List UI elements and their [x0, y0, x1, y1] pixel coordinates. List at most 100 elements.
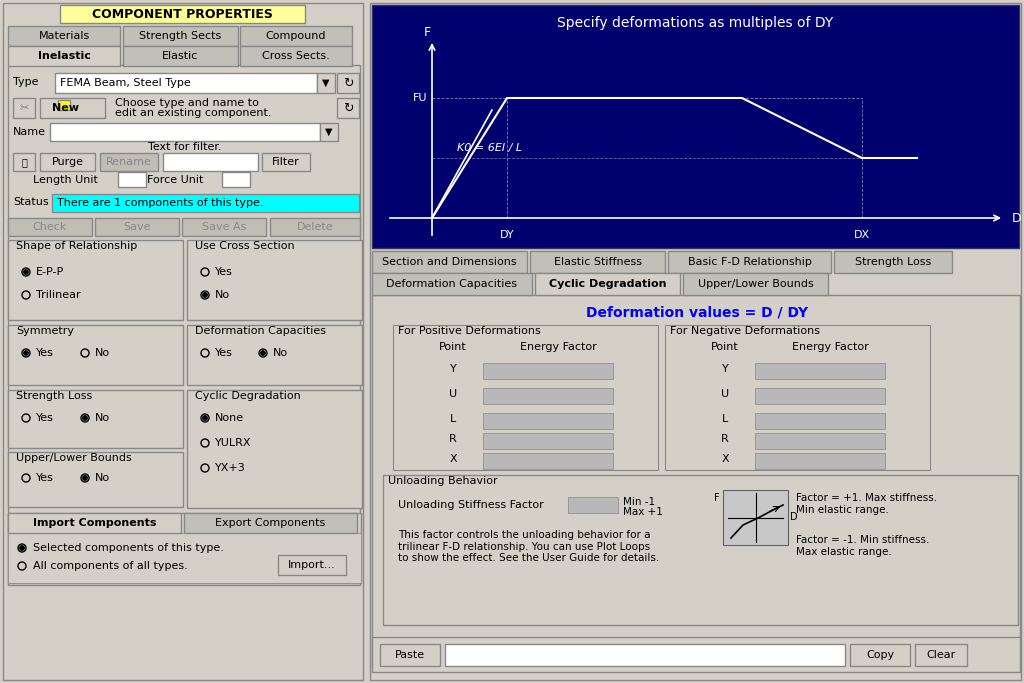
Bar: [278, 555, 346, 575]
Text: edit an existing component.: edit an existing component.: [115, 108, 271, 118]
Text: Length Unit: Length Unit: [33, 175, 97, 185]
Text: Y: Y: [722, 364, 728, 374]
Bar: [483, 433, 613, 449]
Text: DX: DX: [854, 230, 870, 240]
Text: Cross Sects.: Cross Sects.: [262, 51, 330, 61]
Text: Rename: Rename: [106, 157, 152, 167]
Text: Clear: Clear: [927, 650, 955, 660]
Text: Materials: Materials: [38, 31, 90, 41]
Bar: [535, 273, 680, 295]
Bar: [118, 172, 146, 187]
Text: Name: Name: [13, 127, 46, 137]
Bar: [445, 644, 845, 666]
Text: Check: Check: [33, 222, 68, 232]
Bar: [123, 46, 238, 66]
Bar: [483, 413, 613, 429]
Text: ⎙: ⎙: [22, 157, 27, 167]
Text: YULRX: YULRX: [215, 438, 252, 448]
Bar: [317, 73, 335, 93]
Circle shape: [203, 293, 207, 297]
Text: YX+3: YX+3: [215, 463, 246, 473]
Text: New: New: [52, 103, 79, 113]
Bar: [668, 251, 831, 273]
Text: Export Components: Export Components: [215, 518, 326, 528]
Text: Factor = -1. Min stiffness.
Max elastic range.: Factor = -1. Min stiffness. Max elastic …: [796, 535, 930, 557]
Bar: [163, 153, 258, 171]
Text: Yes: Yes: [36, 413, 54, 423]
Circle shape: [83, 476, 87, 480]
Bar: [240, 46, 352, 66]
Text: K0 = 6EI / L: K0 = 6EI / L: [457, 143, 522, 153]
Bar: [8, 452, 183, 507]
Text: Elastic Stiffness: Elastic Stiffness: [554, 257, 641, 267]
Text: Inelastic: Inelastic: [38, 51, 90, 61]
Text: R: R: [450, 434, 457, 444]
Bar: [13, 153, 35, 171]
Bar: [8, 390, 183, 448]
Bar: [530, 251, 665, 273]
Text: Trilinear: Trilinear: [36, 290, 81, 300]
Text: Paste: Paste: [395, 650, 425, 660]
Bar: [380, 644, 440, 666]
Circle shape: [24, 270, 29, 274]
Bar: [123, 26, 238, 46]
Bar: [60, 5, 305, 23]
Bar: [723, 490, 788, 545]
Text: Deformation Capacities: Deformation Capacities: [386, 279, 517, 289]
Text: Deformation values = D / DY: Deformation values = D / DY: [586, 306, 808, 320]
Text: Y: Y: [450, 364, 457, 374]
Bar: [184, 513, 357, 533]
Text: Force Unit: Force Unit: [146, 175, 203, 185]
Text: ↻: ↻: [343, 102, 353, 115]
Bar: [665, 325, 930, 470]
Text: Symmetry: Symmetry: [16, 326, 74, 336]
Bar: [393, 325, 658, 470]
Text: Import Components: Import Components: [33, 518, 157, 528]
Text: FEMA Beam, Steel Type: FEMA Beam, Steel Type: [60, 78, 190, 88]
Bar: [372, 251, 527, 273]
Text: FU: FU: [413, 93, 427, 103]
Text: Save: Save: [123, 222, 151, 232]
Text: Delete: Delete: [297, 222, 334, 232]
Text: Shape of Relationship: Shape of Relationship: [16, 241, 137, 251]
Text: Cyclic Degradation: Cyclic Degradation: [195, 391, 301, 401]
Text: Elastic: Elastic: [163, 51, 199, 61]
Bar: [337, 98, 359, 118]
Text: Deformation Capacities: Deformation Capacities: [195, 326, 326, 336]
Bar: [262, 153, 310, 171]
Bar: [40, 153, 95, 171]
Text: Basic F-D Relationship: Basic F-D Relationship: [687, 257, 811, 267]
Bar: [8, 325, 183, 385]
Text: E-P-P: E-P-P: [36, 267, 65, 277]
Text: No: No: [95, 473, 111, 483]
Bar: [755, 433, 885, 449]
Bar: [222, 172, 250, 187]
Text: L: L: [450, 414, 456, 424]
Bar: [8, 240, 183, 320]
Bar: [187, 325, 362, 385]
Bar: [8, 513, 181, 533]
Text: Unloading Stiffness Factor: Unloading Stiffness Factor: [398, 500, 544, 510]
Bar: [755, 363, 885, 379]
Text: Text for filter.: Text for filter.: [148, 142, 222, 152]
Text: Save As: Save As: [202, 222, 246, 232]
Text: Energy Factor: Energy Factor: [792, 342, 868, 352]
Text: Type: Type: [13, 77, 39, 87]
Text: No: No: [95, 348, 111, 358]
Text: Specify deformations as multiples of DY: Specify deformations as multiples of DY: [557, 16, 834, 30]
Text: R: R: [721, 434, 729, 444]
Bar: [337, 73, 359, 93]
Bar: [187, 240, 362, 320]
Bar: [372, 637, 1020, 672]
Bar: [3, 3, 362, 680]
Circle shape: [83, 416, 87, 420]
Text: ▼: ▼: [326, 127, 333, 137]
Bar: [95, 218, 179, 236]
Text: D: D: [790, 512, 798, 522]
Text: Upper/Lower Bounds: Upper/Lower Bounds: [697, 279, 813, 289]
Bar: [483, 388, 613, 404]
Text: For Positive Deformations: For Positive Deformations: [398, 326, 541, 336]
Bar: [483, 453, 613, 469]
Text: Use Cross Section: Use Cross Section: [195, 241, 295, 251]
Text: DY: DY: [500, 230, 514, 240]
